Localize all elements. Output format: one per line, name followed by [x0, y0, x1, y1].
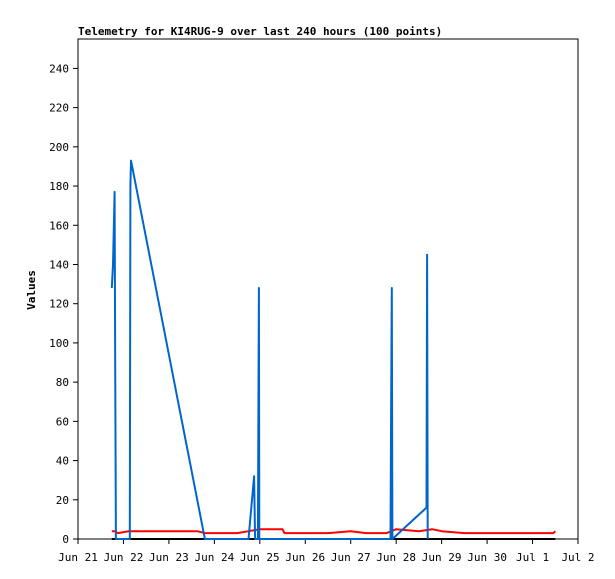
chart-title: Telemetry for KI4RUG-9 over last 240 hou… — [78, 25, 442, 38]
x-tick-label: Jun 29 — [422, 551, 462, 564]
x-tick-label: Jun 26 — [285, 551, 325, 564]
x-tick-label: Jul 1 — [516, 551, 549, 564]
y-tick-label: 160 — [49, 219, 69, 232]
x-tick-label: Jun 27 — [331, 551, 371, 564]
y-tick-label: 80 — [56, 376, 69, 389]
y-tick-label: 240 — [49, 62, 69, 75]
plot-frame — [77, 38, 579, 540]
series-layer — [110, 159, 557, 540]
x-tick-label: Jul 2 — [561, 551, 594, 564]
y-tick-label: 220 — [49, 102, 69, 115]
x-tick-label: Jun 25 — [240, 551, 280, 564]
y-tick-label: 40 — [56, 455, 69, 468]
x-axis: Jun 21 Jun 22 Jun 23 Jun 24 Jun 25 Jun 26 Jun … — [58, 539, 595, 564]
y-axis: 0 20 40 60 80 100 120 140 160 180 200 220 240 — [49, 62, 78, 546]
y-tick-label: 140 — [49, 258, 69, 271]
y-tick-label: 0 — [62, 533, 69, 546]
x-tick-label: Jun 21 — [58, 551, 98, 564]
y-tick-label: 180 — [49, 180, 69, 193]
y-tick-label: 200 — [49, 141, 69, 154]
x-tick-label: Jun 24 — [194, 551, 234, 564]
y-tick-label: 100 — [49, 337, 69, 350]
x-tick-label: Jun 28 — [376, 551, 416, 564]
x-tick-label: Jun 23 — [149, 551, 189, 564]
series-line-2 — [111, 528, 557, 535]
y-tick-label: 20 — [56, 494, 69, 507]
y-tick-label: 60 — [56, 415, 69, 428]
series-line-3 — [110, 159, 429, 540]
x-tick-label: Jun 30 — [467, 551, 507, 564]
y-axis-title: Values — [25, 270, 38, 310]
y-tick-label: 120 — [49, 298, 69, 311]
x-tick-label: Jun 22 — [104, 551, 144, 564]
